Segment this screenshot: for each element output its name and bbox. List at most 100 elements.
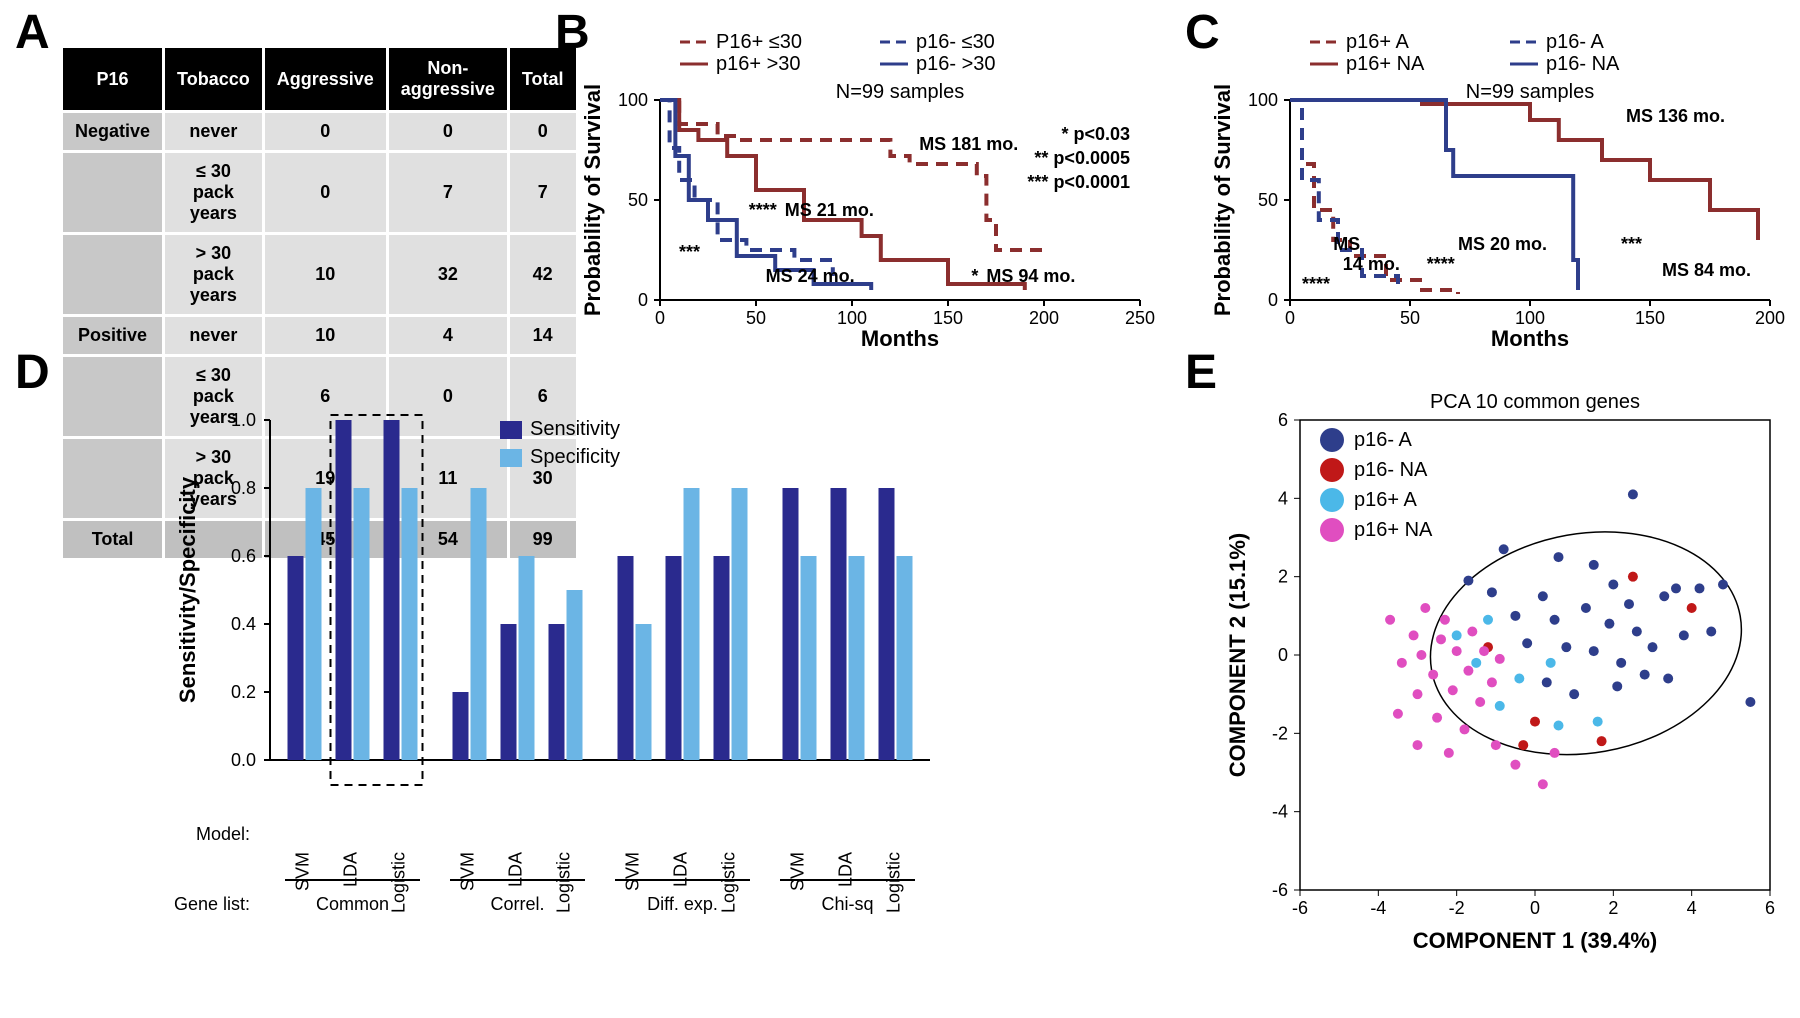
table-cell [62,234,164,316]
svg-text:Logistic: Logistic [389,852,409,913]
svg-text:p16+ A: p16+ A [1346,31,1410,53]
svg-text:MS 21 mo.: MS 21 mo. [785,200,874,220]
table-cell: 32 [387,234,508,316]
chart-c-svg: p16+ Ap16- Ap16+ NAp16- NA05010015020005… [1190,30,1790,350]
svg-text:Specificity: Specificity [530,446,620,468]
svg-text:150: 150 [1635,308,1665,328]
svg-text:100: 100 [1248,90,1278,110]
svg-text:p16- >30: p16- >30 [916,53,996,75]
chart-e-svg: PCA 10 common genes-6-4-20246-6-4-20246C… [1210,380,1790,960]
table-header-row: P16 Tobacco Aggressive Non-aggressive To… [62,47,578,112]
svg-text:p16+ NA: p16+ NA [1346,53,1425,75]
svg-text:0: 0 [655,308,665,328]
figure-grid: A P16 Tobacco Aggressive Non-aggressive … [10,10,1800,990]
svg-text:0.6: 0.6 [231,546,256,566]
svg-text:SVM: SVM [458,852,478,891]
svg-text:MS 20 mo.: MS 20 mo. [1458,234,1547,254]
svg-text:-2: -2 [1272,723,1288,743]
svg-text:0: 0 [638,290,648,310]
table-cell: 7 [387,152,508,234]
svg-text:MS 84 mo.: MS 84 mo. [1662,260,1751,280]
svg-text:100: 100 [1515,308,1545,328]
svg-text:-6: -6 [1292,898,1308,918]
svg-text:Sensitivity/Specificity: Sensitivity/Specificity [175,476,200,703]
table-cell: 10 [263,234,387,316]
svg-text:Logistic: Logistic [884,852,904,913]
svg-text:****: **** [1427,254,1455,274]
panel-e: E PCA 10 common genes-6-4-20246-6-4-2024… [1180,350,1800,990]
svg-text:4: 4 [1278,488,1288,508]
chart-d-svg: 0.00.20.40.60.81.0Sensitivity/Specificit… [160,400,940,960]
svg-text:0: 0 [1285,308,1295,328]
svg-text:1.0: 1.0 [231,410,256,430]
table-row: Negativenever000 [62,112,578,152]
svg-text:COMPONENT 1 (39.4%): COMPONENT 1 (39.4%) [1413,928,1658,953]
svg-text:-4: -4 [1370,898,1386,918]
svg-text:50: 50 [1258,190,1278,210]
svg-text:0: 0 [1278,645,1288,665]
svg-text:** p<0.0005: ** p<0.0005 [1034,148,1130,168]
svg-text:Sensitivity: Sensitivity [530,418,620,440]
svg-text:100: 100 [837,308,867,328]
svg-text:6: 6 [1765,898,1775,918]
svg-text:COMPONENT 2 (15.1%): COMPONENT 2 (15.1%) [1225,533,1250,778]
svg-text:*: * [971,266,978,286]
svg-text:MS: MS [1333,234,1360,254]
svg-text:N=99 samples: N=99 samples [836,81,964,103]
table-cell: Negative [62,112,164,152]
svg-text:Logistic: Logistic [719,852,739,913]
svg-text:Months: Months [1491,326,1569,351]
svg-text:MS 181 mo.: MS 181 mo. [919,134,1018,154]
svg-text:14 mo.: 14 mo. [1343,254,1400,274]
svg-text:0: 0 [1268,290,1278,310]
svg-text:Probability of Survival: Probability of Survival [1210,84,1235,316]
svg-text:-4: -4 [1272,802,1288,822]
table-cell: > 30 pack years [164,234,264,316]
svg-text:****: **** [1302,274,1330,294]
svg-text:LDA: LDA [341,852,361,887]
svg-text:Months: Months [861,326,939,351]
svg-text:p16+ A: p16+ A [1354,489,1418,511]
svg-text:200: 200 [1029,308,1059,328]
svg-text:p16+ NA: p16+ NA [1354,519,1433,541]
th-nonaggressive: Non-aggressive [387,47,508,112]
svg-text:LDA: LDA [671,852,691,887]
svg-text:Diff. exp.: Diff. exp. [647,894,718,914]
table-cell: 0 [387,112,508,152]
svg-text:6: 6 [1278,410,1288,430]
chart-b-svg: P16+ ≤30p16- ≤30p16+ >30p16- >3005010015… [560,30,1160,350]
svg-text:LDA: LDA [506,852,526,887]
table-cell: 0 [263,112,387,152]
svg-text:50: 50 [746,308,766,328]
svg-text:p16- NA: p16- NA [1354,459,1428,481]
svg-text:50: 50 [628,190,648,210]
svg-text:150: 150 [933,308,963,328]
svg-text:4: 4 [1687,898,1697,918]
svg-text:0.8: 0.8 [231,478,256,498]
table-cell: ≤ 30 pack years [164,152,264,234]
table-row: > 30 pack years103242 [62,234,578,316]
svg-text:MS 24 mo.: MS 24 mo. [766,266,855,286]
svg-text:LDA: LDA [836,852,856,887]
panel-c: C p16+ Ap16- Ap16+ NAp16- NA050100150200… [1180,10,1800,350]
svg-text:SVM: SVM [293,852,313,891]
svg-text:*** p<0.0001: *** p<0.0001 [1027,172,1130,192]
svg-text:-2: -2 [1449,898,1465,918]
svg-text:MS 94 mo.: MS 94 mo. [986,266,1075,286]
svg-text:***: *** [679,242,700,262]
th-tobacco: Tobacco [164,47,264,112]
svg-text:Common: Common [316,894,389,914]
svg-text:N=99 samples: N=99 samples [1466,81,1594,103]
svg-text:p16+ >30: p16+ >30 [716,53,801,75]
svg-text:0.4: 0.4 [231,614,256,634]
th-aggressive: Aggressive [263,47,387,112]
svg-text:p16- A: p16- A [1354,429,1412,451]
svg-text:Model:: Model: [196,824,250,844]
svg-text:Correl.: Correl. [490,894,544,914]
svg-text:100: 100 [618,90,648,110]
svg-text:Chi-sq: Chi-sq [821,894,873,914]
svg-text:50: 50 [1400,308,1420,328]
svg-text:2: 2 [1608,898,1618,918]
svg-text:* p<0.03: * p<0.03 [1061,124,1130,144]
svg-text:200: 200 [1755,308,1785,328]
